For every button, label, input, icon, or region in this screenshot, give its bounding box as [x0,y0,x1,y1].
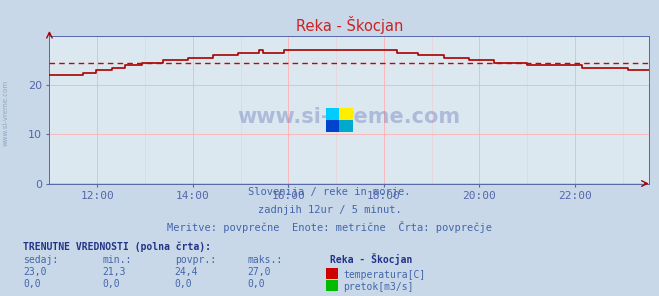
Text: 27,0: 27,0 [247,267,271,277]
Text: Slovenija / reke in morje.: Slovenija / reke in morje. [248,187,411,197]
Text: povpr.:: povpr.: [175,255,215,266]
Text: 23,0: 23,0 [23,267,47,277]
Bar [326,120,339,132]
Text: 0,0: 0,0 [23,279,41,289]
Bar [326,108,339,120]
Text: 21,3: 21,3 [102,267,126,277]
Text: TRENUTNE VREDNOSTI (polna črta):: TRENUTNE VREDNOSTI (polna črta): [23,242,211,252]
Text: min.:: min.: [102,255,132,266]
Text: zadnjih 12ur / 5 minut.: zadnjih 12ur / 5 minut. [258,205,401,215]
Text: 0,0: 0,0 [175,279,192,289]
Text: Meritve: povprečne  Enote: metrične  Črta: povprečje: Meritve: povprečne Enote: metrične Črta:… [167,221,492,233]
Text: www.si-vreme.com: www.si-vreme.com [2,79,9,146]
Text: 0,0: 0,0 [247,279,265,289]
Bar [339,120,353,132]
Text: 0,0: 0,0 [102,279,120,289]
Title: Reka - Škocjan: Reka - Škocjan [296,16,403,34]
Bar [339,108,353,120]
Text: maks.:: maks.: [247,255,282,266]
Text: www.si-vreme.com: www.si-vreme.com [238,107,461,127]
Text: sedaj:: sedaj: [23,255,58,266]
Text: 24,4: 24,4 [175,267,198,277]
Text: pretok[m3/s]: pretok[m3/s] [343,281,414,292]
Text: Reka - Škocjan: Reka - Škocjan [330,253,412,266]
Text: temperatura[C]: temperatura[C] [343,270,426,280]
